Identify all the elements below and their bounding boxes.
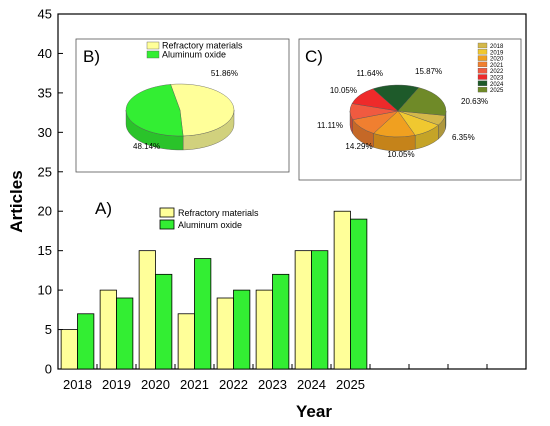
pie-value-label: 11.64%	[356, 69, 383, 78]
legend-label: 2024	[490, 82, 504, 88]
pie-value-label: 14.29%	[345, 142, 372, 151]
y-tick-label: 25	[38, 164, 52, 179]
pie-slice	[170, 83, 235, 137]
y-tick-label: 0	[45, 362, 52, 377]
legend-label: 2019	[490, 50, 504, 56]
x-tick-label: 2024	[297, 377, 326, 392]
bar	[294, 250, 312, 370]
bar	[233, 289, 251, 370]
y-tick-label: 35	[38, 85, 52, 100]
pie-value-label: 51.86%	[211, 69, 238, 78]
legend-swatch	[159, 207, 175, 218]
legend-swatch	[159, 219, 175, 230]
pie-slice	[125, 84, 184, 137]
legend-label: 2018	[490, 44, 504, 50]
panel-label-b: B)	[83, 47, 100, 66]
bar	[177, 313, 195, 370]
pie-value-label: 20.63%	[461, 97, 488, 106]
legend-label: 2020	[490, 57, 504, 63]
legend-label: 2023	[490, 76, 504, 82]
pie-slice	[372, 84, 420, 112]
legend-label: 2021	[490, 63, 504, 69]
y-tick-label: 5	[45, 322, 52, 337]
bar	[311, 250, 329, 370]
legend-swatch	[477, 80, 488, 86]
bar	[99, 289, 117, 370]
x-tick-label: 2019	[102, 377, 131, 392]
y-tick-label: 30	[38, 125, 52, 140]
y-tick-label: 10	[38, 283, 52, 298]
bar	[272, 273, 290, 370]
legend-label: 2025	[490, 88, 504, 94]
y-tick-label: 20	[38, 204, 52, 219]
y-tick-label: 45	[38, 7, 52, 22]
legend-swatch	[477, 55, 488, 61]
pie-value-label: 10.05%	[330, 86, 357, 95]
legend-swatch	[146, 41, 160, 50]
pie-value-label: 10.05%	[387, 150, 414, 159]
legend-label: Aluminum oxide	[162, 50, 226, 60]
legend-swatch	[477, 49, 488, 55]
legend-swatch	[477, 86, 488, 93]
legend-label: Refractory materials	[162, 41, 243, 51]
x-tick-label: 2021	[180, 377, 209, 392]
bar	[116, 297, 134, 370]
legend-swatch	[477, 61, 488, 68]
legend-swatch	[477, 42, 488, 49]
pie-value-label: 48.14%	[133, 142, 160, 151]
bar	[255, 289, 273, 370]
x-tick-label: 2020	[141, 377, 170, 392]
y-tick-label: 15	[38, 243, 52, 258]
x-axis-title: Year	[296, 402, 332, 421]
bar	[194, 258, 212, 370]
pie-value-label: 11.11%	[317, 121, 343, 130]
x-tick-label: 2018	[63, 377, 92, 392]
bar	[350, 218, 368, 370]
x-tick-label: 2022	[219, 377, 248, 392]
bar	[333, 210, 351, 370]
bar	[60, 329, 78, 370]
bar	[216, 297, 234, 370]
x-tick-label: 2025	[336, 377, 365, 392]
y-axis-title: Articles	[7, 170, 26, 232]
panel-label-c: C)	[305, 47, 323, 66]
x-tick-label: 2023	[258, 377, 287, 392]
legend-swatch	[477, 74, 488, 80]
legend-swatch	[146, 50, 160, 59]
pie-value-label: 15.87%	[415, 67, 442, 76]
pie-slice	[397, 87, 447, 116]
panel-label-a: A)	[95, 199, 112, 218]
pie-value-label: 6.35%	[452, 133, 475, 142]
legend-label: Refractory materials	[178, 208, 259, 218]
legend-label: Aluminum oxide	[178, 220, 242, 230]
legend-label: 2022	[490, 69, 504, 75]
bar	[155, 273, 173, 370]
bar	[138, 250, 156, 370]
y-tick-label: 40	[38, 46, 52, 61]
bar	[77, 313, 95, 370]
legend-swatch	[477, 68, 488, 74]
